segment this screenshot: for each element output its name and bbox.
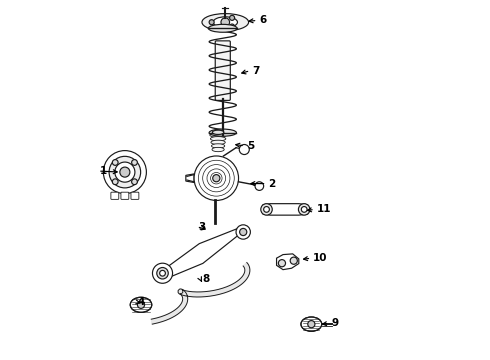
Text: 2: 2 (269, 179, 275, 189)
Text: 7: 7 (252, 66, 260, 76)
Polygon shape (263, 204, 308, 215)
Text: 1: 1 (100, 166, 107, 176)
Circle shape (112, 159, 118, 165)
Circle shape (301, 207, 307, 212)
Circle shape (236, 225, 250, 239)
Circle shape (152, 263, 172, 283)
Circle shape (160, 270, 166, 276)
Circle shape (115, 162, 135, 182)
Text: 10: 10 (313, 253, 328, 263)
Text: 4: 4 (137, 297, 145, 307)
Circle shape (132, 179, 137, 185)
Text: 9: 9 (331, 319, 338, 328)
Circle shape (264, 207, 270, 212)
Circle shape (209, 20, 214, 25)
Circle shape (308, 320, 315, 328)
FancyBboxPatch shape (215, 41, 230, 100)
Polygon shape (151, 262, 250, 324)
Circle shape (239, 144, 249, 154)
Text: 8: 8 (202, 274, 209, 284)
Circle shape (194, 156, 239, 201)
Circle shape (120, 167, 130, 177)
FancyBboxPatch shape (121, 192, 129, 199)
Circle shape (230, 15, 235, 21)
Circle shape (103, 150, 147, 194)
Circle shape (221, 18, 230, 27)
Ellipse shape (210, 133, 226, 137)
Ellipse shape (130, 297, 152, 312)
Ellipse shape (209, 129, 236, 136)
Circle shape (261, 204, 272, 215)
Circle shape (255, 182, 264, 190)
Polygon shape (276, 254, 299, 270)
Ellipse shape (210, 136, 226, 141)
Ellipse shape (208, 24, 237, 32)
Ellipse shape (301, 317, 322, 331)
Circle shape (109, 156, 141, 188)
Text: 11: 11 (317, 204, 331, 215)
Circle shape (213, 175, 220, 182)
Ellipse shape (212, 147, 224, 152)
Circle shape (240, 228, 247, 235)
Circle shape (137, 301, 145, 309)
Ellipse shape (213, 17, 238, 28)
Text: 3: 3 (198, 222, 206, 231)
Circle shape (112, 179, 118, 185)
Polygon shape (186, 174, 194, 183)
Circle shape (290, 257, 297, 264)
Circle shape (298, 204, 310, 215)
Circle shape (278, 260, 286, 267)
Ellipse shape (202, 14, 248, 31)
FancyBboxPatch shape (111, 192, 119, 199)
Circle shape (132, 159, 137, 165)
Circle shape (157, 267, 168, 279)
Text: 6: 6 (259, 15, 267, 26)
Ellipse shape (212, 130, 224, 134)
Circle shape (230, 24, 235, 29)
FancyBboxPatch shape (131, 192, 139, 199)
Text: 5: 5 (247, 141, 254, 151)
Ellipse shape (212, 144, 225, 148)
Ellipse shape (211, 140, 225, 144)
